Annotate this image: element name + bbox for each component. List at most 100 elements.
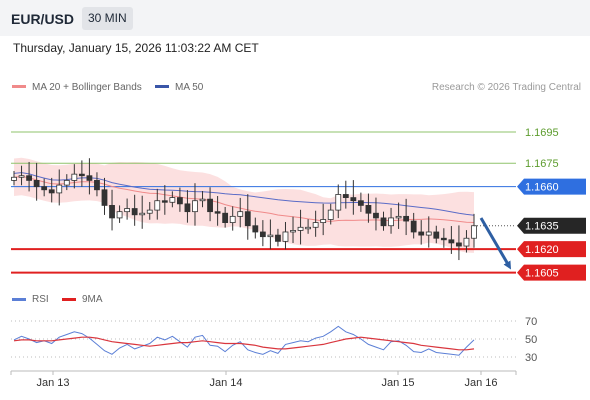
candle-up	[71, 173, 78, 181]
candle-down	[109, 205, 115, 219]
candle-down	[418, 231, 425, 236]
candle-down	[350, 197, 357, 202]
candle-up	[327, 209, 334, 220]
candle-down	[207, 198, 213, 213]
candle-up	[395, 215, 402, 219]
resistance-label: 1.1675	[525, 158, 559, 170]
ma20-legend-label: MA 20 + Bollinger Bands	[32, 82, 142, 93]
bollinger-band	[14, 157, 474, 253]
price-tag-bg	[517, 264, 586, 281]
candle-down	[244, 211, 251, 227]
candle-down	[275, 234, 281, 242]
candle-up	[471, 225, 477, 239]
candle-up	[237, 211, 244, 217]
candle-up	[199, 198, 206, 202]
rsi-ma-line	[13, 336, 475, 351]
price-tag-bg	[517, 241, 586, 258]
ma20-line	[13, 175, 475, 223]
candle-up	[116, 211, 123, 219]
bollinger-band-area	[14, 157, 474, 253]
rsi-ma-legend-swatch	[62, 298, 76, 301]
rsi-legend-swatch	[12, 298, 26, 301]
candle-down	[403, 215, 410, 222]
candle-down	[252, 225, 259, 233]
rsi-panel: 70 50 30	[11, 316, 537, 364]
candle-up	[425, 231, 432, 236]
candle-up	[463, 237, 470, 247]
ma20-legend-swatch	[12, 85, 26, 88]
candle-down	[41, 186, 48, 191]
timestamp: Thursday, January 15, 2026 11:03:22 AM C…	[13, 41, 259, 55]
candle-down	[184, 203, 191, 213]
candle-up	[305, 226, 311, 230]
candle-up	[192, 200, 198, 213]
candle-down	[448, 239, 455, 244]
ma50-legend-label: MA 50	[175, 82, 204, 93]
candle-up	[11, 176, 17, 181]
symbol-label: EUR/USD	[11, 11, 75, 27]
price-tags: 1.1695 1.1675 1.1660 1.1620 1.1605 1.1635	[517, 127, 586, 281]
candle-down	[365, 205, 372, 214]
candlesticks	[11, 158, 477, 261]
candle-up	[388, 217, 394, 227]
candle-down	[94, 180, 100, 191]
rsi-tick-label: 70	[525, 316, 537, 328]
candle-up	[169, 197, 176, 203]
rsi-tick-label: 50	[525, 334, 537, 346]
candle-down	[26, 175, 32, 181]
candle-down	[101, 189, 108, 206]
candle-up	[282, 231, 289, 242]
timeframe-badge[interactable]: 30 MIN	[82, 7, 133, 30]
rsi-tick-label: 30	[525, 352, 537, 364]
candle-down	[214, 211, 221, 214]
candle-up	[297, 226, 304, 231]
candle-down	[48, 189, 55, 194]
candle-up	[139, 212, 146, 216]
candle-down	[78, 173, 85, 177]
candle-up	[154, 200, 161, 211]
candle-up	[18, 175, 25, 178]
rsi-legend-label: RSI	[32, 294, 49, 305]
candle-up	[267, 234, 274, 238]
x-tick-label: Jan 13	[36, 377, 69, 389]
candle-up	[312, 222, 319, 228]
x-tick-label: Jan 16	[464, 377, 497, 389]
candle-down	[357, 200, 364, 206]
candle-down	[342, 194, 349, 198]
x-axis: Jan 13 Jan 14 Jan 15 Jan 16	[10, 371, 517, 389]
candle-down	[131, 208, 138, 216]
price-tag: 1.1635	[517, 217, 586, 234]
candle-up	[63, 180, 70, 186]
rsi-line	[13, 325, 475, 356]
candle-up	[146, 209, 153, 214]
candle-down	[161, 200, 168, 203]
x-tick-label: Jan 15	[381, 377, 414, 389]
candle-up	[290, 230, 296, 233]
price-tag-label: 1.1620	[525, 244, 559, 256]
candle-down	[433, 231, 440, 239]
candle-down	[456, 242, 462, 247]
candle-down	[33, 180, 40, 188]
candle-up	[335, 194, 342, 211]
forecast-arrow-icon	[479, 217, 512, 270]
candle-down	[373, 212, 379, 219]
candle-down	[440, 237, 447, 241]
candle-down	[259, 231, 266, 238]
candle-up	[229, 215, 236, 224]
candle-down	[177, 197, 183, 205]
candle-up	[320, 219, 327, 224]
ma50-legend-swatch	[155, 85, 169, 88]
candle-up	[56, 184, 63, 194]
header-bar: EUR/USD 30 MIN	[0, 0, 590, 36]
price-tag-bg	[517, 178, 586, 195]
candle-down	[380, 217, 387, 227]
x-tick-label: Jan 14	[209, 377, 242, 389]
price-tag-label: 1.1605	[525, 268, 559, 280]
rsi-ma-legend-label: 9MA	[82, 294, 103, 305]
source-credit: Research © 2026 Trading Central	[432, 82, 581, 93]
price-tag-bg	[517, 217, 586, 234]
price-tag: 1.1660	[517, 178, 586, 195]
candle-down	[222, 212, 229, 224]
